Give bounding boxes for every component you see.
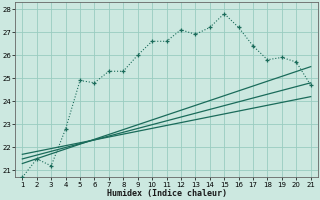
X-axis label: Humidex (Indice chaleur): Humidex (Indice chaleur) [107, 189, 227, 198]
